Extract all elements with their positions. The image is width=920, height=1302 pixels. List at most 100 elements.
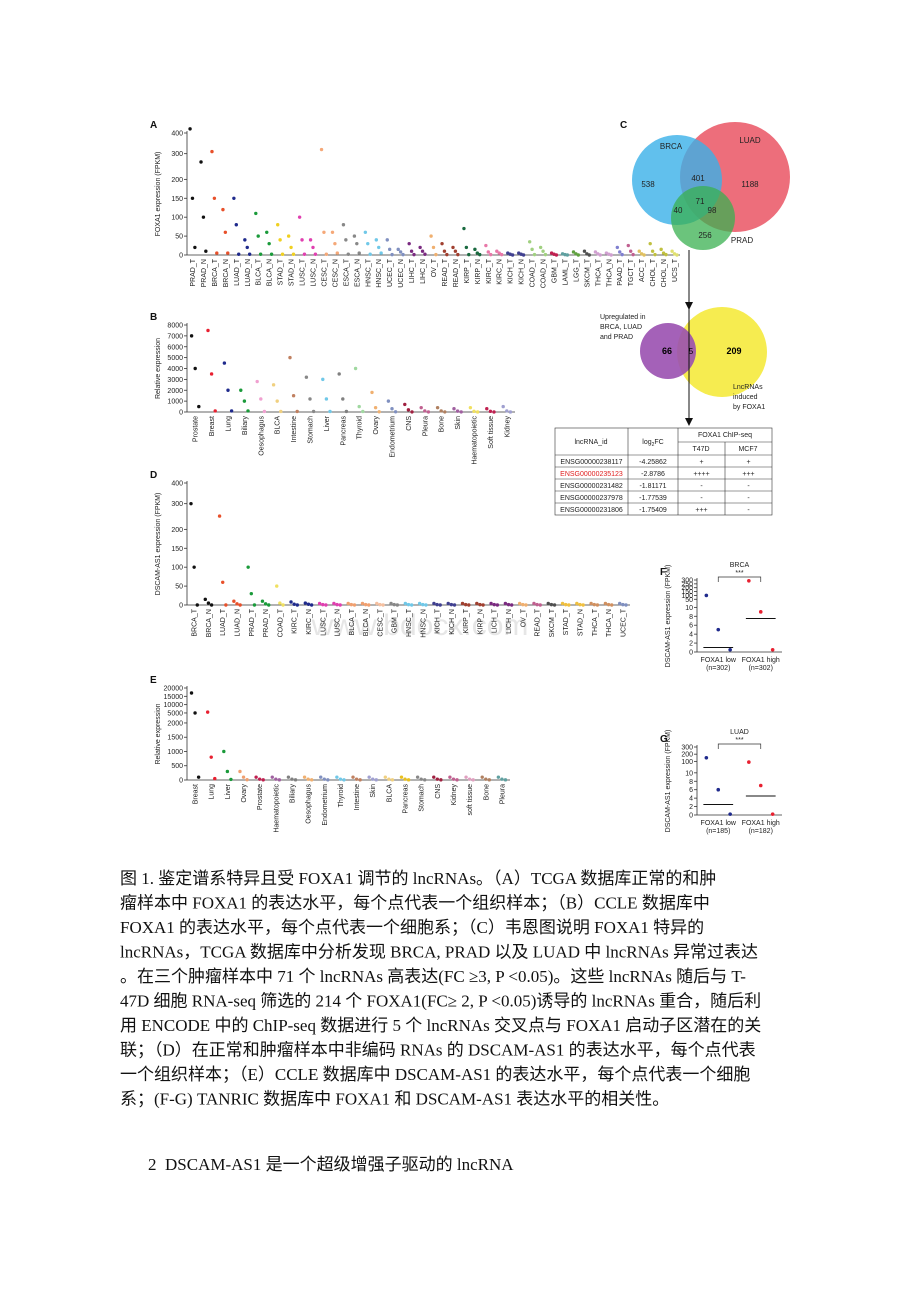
data-point bbox=[204, 249, 208, 253]
data-point bbox=[478, 252, 482, 257]
data-point bbox=[267, 603, 271, 607]
y-tick-label: 150 bbox=[171, 546, 183, 553]
data-point bbox=[293, 778, 298, 782]
data-point bbox=[758, 783, 763, 788]
data-point bbox=[419, 777, 423, 781]
x-tick-label: BLCA_T bbox=[349, 608, 356, 635]
data-point bbox=[396, 247, 400, 252]
table-cell: - bbox=[700, 495, 703, 502]
data-point bbox=[606, 602, 611, 607]
x-tick-label: LICH_N bbox=[506, 609, 513, 634]
x-tick-label: Pleura bbox=[422, 416, 429, 436]
data-point bbox=[242, 399, 247, 403]
data-point bbox=[592, 602, 596, 607]
data-point bbox=[256, 234, 260, 238]
data-point bbox=[297, 215, 302, 219]
venn-count: 5 bbox=[689, 347, 694, 356]
y-tick-label: 6 bbox=[689, 787, 693, 794]
data-point bbox=[229, 409, 234, 413]
y-tick-label: 50 bbox=[175, 584, 183, 591]
data-point bbox=[375, 601, 379, 606]
data-point bbox=[210, 149, 214, 154]
data-point bbox=[582, 249, 587, 253]
y-tick-label: 10000 bbox=[164, 702, 184, 709]
x-tick-label: LICH_T bbox=[492, 608, 499, 633]
y-tick-label: 6 bbox=[689, 623, 693, 630]
data-point bbox=[260, 599, 265, 603]
x-tick-label: BLCA bbox=[275, 416, 282, 435]
data-point bbox=[464, 245, 469, 250]
panel-label: C bbox=[620, 120, 627, 131]
x-tick-label: Ovary bbox=[373, 416, 380, 435]
data-point bbox=[532, 601, 536, 606]
data-point bbox=[508, 410, 513, 414]
data-point bbox=[451, 245, 455, 250]
x-tick-label: BRCA_N bbox=[223, 259, 230, 287]
data-point bbox=[704, 755, 709, 760]
data-point bbox=[420, 249, 425, 253]
data-point bbox=[618, 601, 622, 606]
y-tick-label: 2 bbox=[689, 804, 693, 811]
x-tick-label: FOXA1 low bbox=[701, 657, 737, 664]
data-point bbox=[319, 147, 324, 152]
data-point bbox=[653, 252, 657, 257]
data-point bbox=[443, 410, 447, 414]
table: lncRNA_id log2FC FOXA1 ChIP-seq T47D MCF… bbox=[554, 427, 773, 516]
arrow-head bbox=[685, 302, 693, 310]
data-point bbox=[460, 601, 465, 606]
data-point bbox=[578, 602, 582, 607]
data-point bbox=[196, 775, 201, 779]
data-point bbox=[467, 603, 471, 607]
data-point bbox=[225, 769, 230, 774]
data-point bbox=[423, 409, 427, 413]
table-cell: - bbox=[747, 483, 750, 490]
data-point bbox=[321, 377, 325, 382]
data-point bbox=[302, 252, 307, 256]
y-tick-label: 0 bbox=[689, 813, 693, 820]
data-point bbox=[385, 238, 389, 242]
x-tick-label: LIHC_T bbox=[409, 258, 416, 283]
x-tick-label: KIRP_N bbox=[477, 609, 484, 634]
data-point bbox=[417, 601, 422, 606]
x-tick-label: STAD_T bbox=[278, 258, 285, 285]
data-point bbox=[509, 603, 514, 607]
data-point bbox=[527, 240, 532, 244]
data-point bbox=[517, 601, 522, 606]
data-point bbox=[209, 372, 214, 376]
table-cell: -4.25862 bbox=[639, 459, 667, 466]
x-tick-label: LUAD_N bbox=[245, 259, 252, 287]
chart-title: BRCA bbox=[730, 562, 750, 569]
data-point bbox=[478, 602, 482, 607]
data-point bbox=[401, 252, 405, 257]
x-tick-label: FOXA1 high bbox=[742, 657, 780, 664]
data-point bbox=[286, 234, 291, 238]
x-tick-label: Breast bbox=[209, 416, 216, 436]
y-tick-label: 200 bbox=[681, 752, 693, 759]
data-point bbox=[463, 602, 468, 607]
data-point bbox=[581, 603, 585, 607]
data-point bbox=[274, 777, 278, 781]
data-point bbox=[311, 409, 316, 414]
y-tick-label: 15000 bbox=[164, 694, 184, 701]
data-point bbox=[587, 253, 591, 257]
x-tick-label: Biliary bbox=[289, 784, 296, 804]
x-tick-label: THCA_N bbox=[606, 259, 613, 287]
data-point bbox=[488, 252, 493, 257]
data-point bbox=[423, 778, 427, 782]
venn-count: 40 bbox=[674, 206, 683, 215]
header-part: FC bbox=[654, 439, 663, 446]
x-tick-label: READ_T bbox=[535, 608, 542, 636]
data-point bbox=[398, 250, 403, 254]
caption-line: lncRNAs，TCGA 数据库中分析发现 BRCA, PRAD 以及 LUAD… bbox=[120, 943, 758, 962]
y-axis-title: DSCAM-AS1 expression (FPKM) bbox=[155, 493, 162, 596]
data-point bbox=[270, 775, 274, 779]
arrow-head bbox=[685, 418, 693, 426]
data-point bbox=[541, 249, 545, 253]
data-point bbox=[386, 399, 391, 403]
data-point bbox=[495, 249, 499, 253]
table-cell: -1.77539 bbox=[639, 495, 667, 502]
data-point bbox=[193, 245, 197, 250]
y-tick-label: 100 bbox=[171, 215, 183, 222]
x-tick-label: KICH_N bbox=[449, 609, 456, 635]
data-point bbox=[576, 253, 581, 257]
